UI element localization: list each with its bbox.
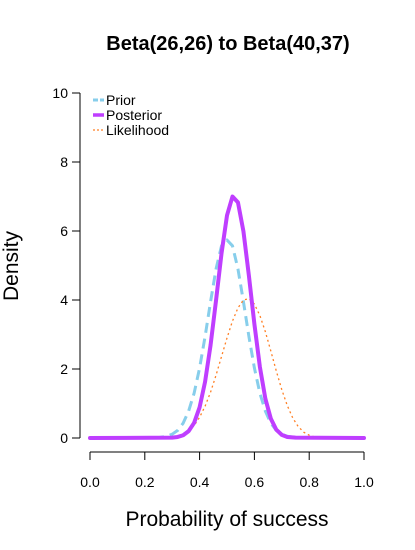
y-tick-label: 2 (60, 361, 68, 377)
x-tick-label: 0.0 (80, 474, 100, 490)
x-axis-label: Probability of success (125, 508, 328, 531)
x-axis: 0.0 0.2 0.4 0.6 0.8 1.0 (80, 451, 374, 490)
legend-label-posterior: Posterior (106, 107, 162, 123)
chart-title: Beta(26,26) to Beta(40,37) (106, 33, 349, 55)
x-tick-label: 1.0 (354, 474, 374, 490)
y-tick-label: 4 (60, 292, 68, 308)
series-line-likelihood (89, 297, 365, 439)
y-axis-label: Density (0, 230, 23, 301)
y-tick-label: 0 (60, 430, 68, 446)
y-axis: 0 2 4 6 8 10 (52, 85, 81, 446)
x-tick-label: 0.4 (190, 474, 210, 490)
x-tick-label: 0.8 (299, 474, 319, 490)
series-layer (88, 194, 366, 440)
y-tick-label: 8 (60, 154, 68, 170)
legend-label-prior: Prior (106, 92, 136, 108)
y-tick-label: 10 (52, 85, 68, 101)
x-tick-label: 0.6 (245, 474, 265, 490)
legend-label-likelihood: Likelihood (106, 122, 169, 138)
x-tick-label: 0.2 (135, 474, 155, 490)
y-tick-label: 6 (60, 223, 68, 239)
series-line-posterior (88, 194, 366, 440)
